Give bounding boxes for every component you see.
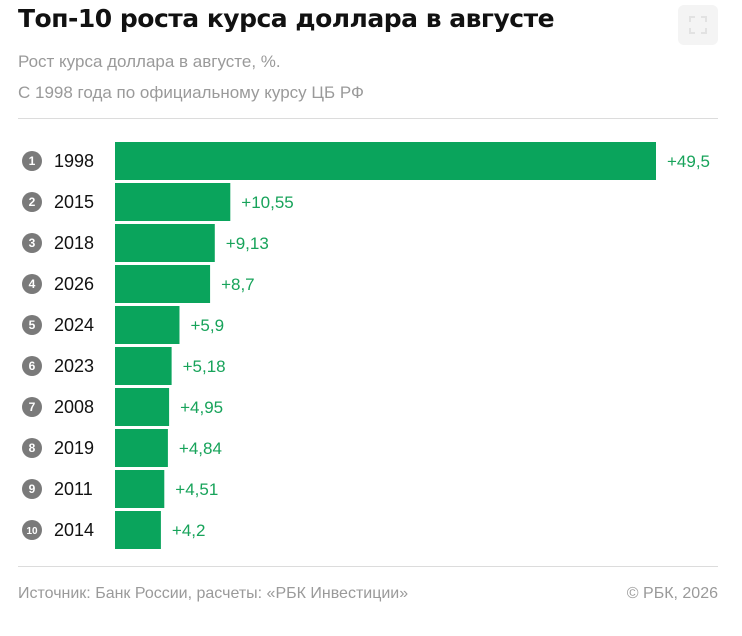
rank-number: 5	[29, 318, 36, 332]
rank-number: 9	[29, 482, 36, 496]
rank-badge	[22, 356, 42, 376]
rank-badge	[22, 315, 42, 335]
rank-number: 6	[29, 359, 36, 373]
value-label: +5,18	[183, 357, 226, 376]
category-label: 2008	[54, 397, 94, 417]
rank-badge	[22, 520, 42, 540]
rank-badge	[22, 192, 42, 212]
rank-number: 3	[29, 236, 36, 250]
value-label: +4,84	[179, 439, 222, 458]
expand-icon	[689, 16, 707, 34]
bar	[115, 429, 168, 467]
rank-badge	[22, 233, 42, 253]
bar	[115, 265, 211, 303]
category-label: 2015	[54, 192, 94, 212]
bar	[115, 142, 656, 180]
bar	[115, 183, 231, 221]
rank-badge	[22, 438, 42, 458]
chart-subtitle-note: С 1998 года по официальному курсу ЦБ РФ	[18, 83, 364, 102]
bar	[115, 511, 161, 549]
value-label: +8,7	[221, 275, 255, 294]
rank-badge	[22, 479, 42, 499]
value-label: +4,95	[180, 398, 223, 417]
category-label: 2023	[54, 356, 94, 376]
rank-number: 10	[26, 526, 38, 537]
bar	[115, 224, 215, 262]
bar	[115, 470, 165, 508]
bar	[115, 306, 180, 344]
rank-badge	[22, 274, 42, 294]
rank-number: 1	[29, 154, 36, 168]
category-label: 2018	[54, 233, 94, 253]
category-label: 2011	[54, 479, 93, 499]
rank-badge	[22, 397, 42, 417]
copyright: © РБК, 2026	[626, 585, 718, 602]
footer-divider	[18, 566, 718, 567]
bar	[115, 347, 172, 385]
rank-number: 4	[29, 277, 36, 291]
bar	[115, 388, 170, 426]
category-label: 2024	[54, 315, 94, 335]
category-label: 2014	[54, 520, 94, 540]
header-divider	[18, 118, 718, 119]
category-label: 1998	[54, 151, 94, 171]
category-label: 2026	[54, 274, 94, 294]
value-label: +5,9	[190, 316, 224, 335]
rank-badge	[22, 151, 42, 171]
value-label: +4,2	[172, 521, 206, 540]
chart-subtitle: Рост курса доллара в августе, %.	[18, 52, 281, 71]
value-label: +10,55	[241, 193, 293, 212]
value-label: +4,51	[175, 480, 218, 499]
chart-title: Топ-10 роста курса доллара в августе	[18, 4, 555, 33]
category-label: 2019	[54, 438, 94, 458]
rank-number: 8	[29, 441, 36, 455]
source-note: Источник: Банк России, расчеты: «РБК Инв…	[18, 585, 409, 602]
value-label: +49,5	[667, 152, 710, 171]
rank-number: 7	[29, 400, 36, 414]
value-label: +9,13	[226, 234, 269, 253]
expand-button[interactable]	[678, 5, 718, 45]
rank-number: 2	[29, 195, 36, 209]
